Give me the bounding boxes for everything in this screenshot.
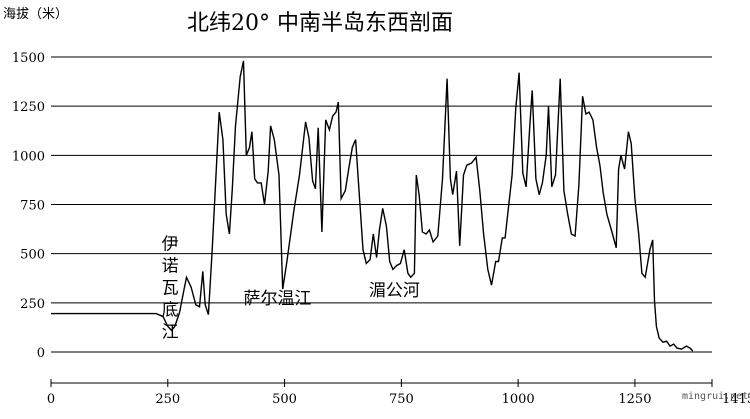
watermark-text: mingrui.net (682, 391, 748, 402)
y-tick-label-750: 750 (20, 199, 45, 214)
x-tick-label-750: 750 (389, 392, 414, 407)
x-tick-label-0: 0 (47, 392, 55, 407)
annotation-0-char-2: 瓦 (162, 279, 179, 299)
elevation-profile-line (51, 60, 694, 352)
annotation-2: 湄公河 (369, 281, 420, 301)
x-axis-end-label: 1415千米 (722, 392, 750, 407)
x-axis (50, 379, 713, 387)
grid-lines (51, 56, 712, 353)
y-tick-label-0: 0 (37, 346, 45, 361)
y-tick-label-1500: 1500 (12, 51, 45, 66)
x-tick-label-1000: 1000 (502, 392, 535, 407)
y-tick-label-1250: 1250 (12, 100, 45, 115)
annotation-0-char-3: 底 (162, 301, 179, 321)
y-tick-labels: 0 250 500 750 1000 1250 1500 (12, 51, 45, 361)
chart-title: 北纬20° 中南半岛东西剖面 (187, 11, 453, 36)
x-tick-labels: 0 250 500 750 1000 1250 (47, 392, 652, 407)
x-tick-label-500: 500 (272, 392, 297, 407)
x-tick-label-1250: 1250 (618, 392, 651, 407)
y-tick-label-500: 500 (20, 248, 45, 263)
annotation-1: 萨尔温江 (244, 289, 312, 309)
annotation-0-char-1: 诺 (162, 257, 179, 277)
annotation-0-char-0: 伊 (162, 235, 179, 255)
x-tick-label-250: 250 (155, 392, 180, 407)
y-axis-label: 海拔（米） (3, 7, 68, 22)
annotation-0-char-4: 江 (162, 323, 179, 343)
y-tick-label-1000: 1000 (12, 149, 45, 164)
y-tick-label-250: 250 (20, 297, 45, 312)
